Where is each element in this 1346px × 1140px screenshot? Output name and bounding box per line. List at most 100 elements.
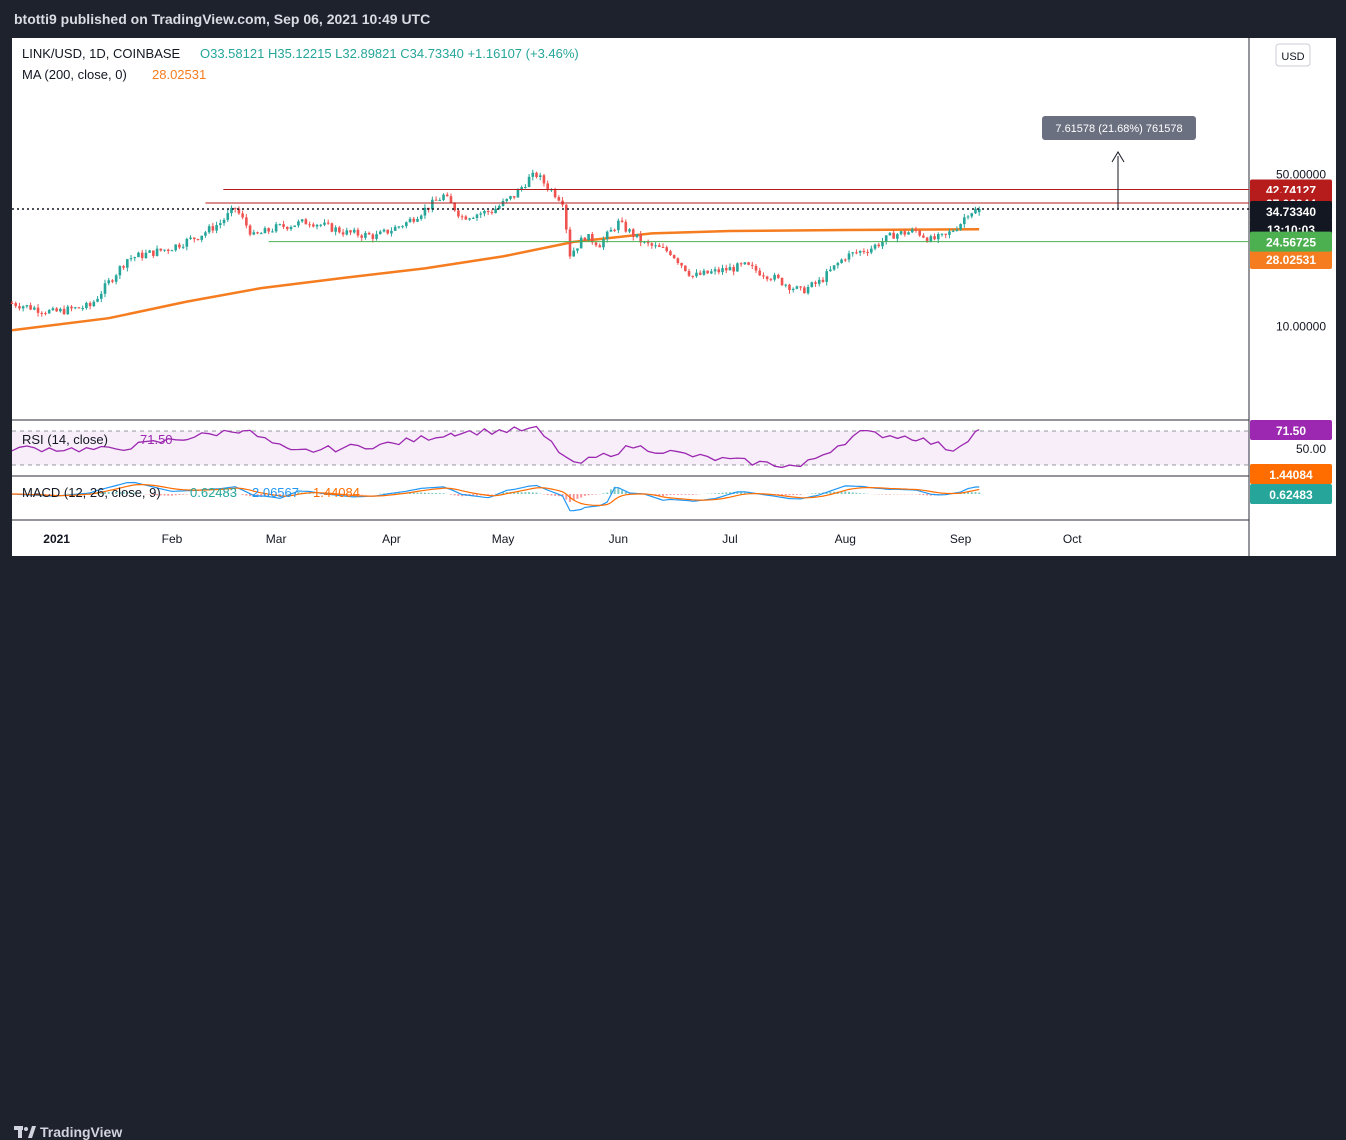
candle-body bbox=[587, 234, 590, 241]
price-tick-label: 50.00000 bbox=[1276, 168, 1326, 182]
candle-body bbox=[133, 257, 137, 259]
candle-body bbox=[174, 244, 177, 251]
candle-body bbox=[862, 250, 866, 253]
candle-body bbox=[386, 229, 390, 234]
candle-body bbox=[579, 237, 583, 249]
candle-body bbox=[312, 224, 315, 227]
candle-body bbox=[103, 283, 107, 294]
badge-level-24-bg bbox=[1250, 231, 1332, 252]
candle-body bbox=[457, 210, 460, 217]
candle-body bbox=[788, 284, 791, 291]
candle-body bbox=[10, 303, 14, 305]
candle-body bbox=[583, 237, 587, 241]
candle-body bbox=[96, 298, 99, 302]
candle-body bbox=[750, 264, 754, 266]
candle-body bbox=[951, 230, 955, 232]
candle-body bbox=[922, 235, 925, 238]
candle-body bbox=[620, 220, 624, 222]
candle-body bbox=[970, 213, 974, 217]
candle-body bbox=[933, 236, 936, 240]
macd-legend-value-3: 1.44084 bbox=[313, 485, 360, 500]
measure-label-box bbox=[1042, 116, 1196, 140]
candle-body bbox=[524, 186, 527, 188]
legend-ohlc: O33.58121 H35.12215 L32.89821 C34.73340 … bbox=[200, 46, 579, 61]
candle-body bbox=[338, 227, 341, 233]
candle-body bbox=[126, 259, 129, 268]
candle-body bbox=[341, 232, 345, 235]
candle-body bbox=[803, 287, 806, 294]
candle-body bbox=[170, 250, 174, 252]
candle-body bbox=[907, 232, 910, 235]
candle-body bbox=[21, 306, 25, 309]
candle-body bbox=[129, 258, 133, 260]
candle-body bbox=[542, 175, 546, 184]
candle-body bbox=[940, 233, 944, 235]
tradingview-logo-icon bbox=[14, 1126, 36, 1138]
x-tick-label: Oct bbox=[1063, 532, 1082, 546]
candle-body bbox=[538, 175, 542, 177]
candle-body bbox=[594, 242, 598, 246]
candle-body bbox=[237, 208, 241, 214]
candle-body bbox=[858, 250, 862, 253]
candle-body bbox=[925, 237, 929, 242]
candle-body bbox=[192, 237, 196, 240]
candle-body bbox=[401, 226, 404, 228]
candle-body bbox=[367, 232, 371, 235]
candle-body bbox=[319, 224, 323, 226]
price-chart[interactable]: 2021FebMarAprMayJunJulAugSepOct50.000004… bbox=[0, 0, 1346, 594]
candle-body bbox=[501, 201, 505, 206]
candle-body bbox=[881, 241, 884, 247]
candle-body bbox=[453, 202, 456, 211]
candle-body bbox=[784, 284, 788, 286]
candle-body bbox=[780, 277, 784, 286]
candle-body bbox=[304, 219, 308, 225]
candle-body bbox=[207, 226, 211, 233]
candle-body bbox=[948, 231, 951, 235]
candle-body bbox=[754, 265, 758, 271]
currency-button[interactable] bbox=[1275, 43, 1311, 67]
badge-level-24: 24.56725 bbox=[1266, 236, 1316, 250]
candle-body bbox=[918, 230, 921, 236]
candle-body bbox=[516, 189, 520, 198]
candle-body bbox=[88, 302, 92, 307]
rsi-legend-value: 71.50 bbox=[140, 432, 173, 447]
candle-body bbox=[851, 252, 855, 254]
candle-body bbox=[219, 223, 222, 226]
candle-body bbox=[646, 241, 650, 244]
tradingview-logo[interactable]: TradingView bbox=[14, 1124, 122, 1140]
candle-body bbox=[423, 207, 427, 216]
footer: TradingView bbox=[0, 556, 1346, 1140]
candle-body bbox=[617, 220, 620, 231]
candle-body bbox=[300, 219, 304, 222]
candle-body bbox=[884, 235, 888, 242]
currency-button-label: USD bbox=[1281, 51, 1304, 63]
x-tick-label: Apr bbox=[382, 532, 401, 546]
candle-body bbox=[62, 308, 66, 315]
candle-body bbox=[178, 244, 181, 248]
candle-body bbox=[557, 197, 561, 201]
candle-body bbox=[77, 307, 81, 309]
candle-body bbox=[825, 271, 828, 282]
candle-body bbox=[378, 231, 382, 235]
candle-body bbox=[36, 307, 40, 313]
candle-body bbox=[650, 243, 654, 246]
rsi-line bbox=[11, 425, 980, 469]
candle-body bbox=[122, 266, 125, 268]
candle-body bbox=[564, 204, 568, 230]
candle-body bbox=[799, 286, 802, 288]
candle-body bbox=[773, 274, 776, 280]
candle-body bbox=[85, 302, 88, 309]
candle-body bbox=[479, 213, 483, 215]
candle-body bbox=[278, 224, 282, 226]
candle-body bbox=[661, 246, 665, 248]
candle-body bbox=[445, 194, 449, 197]
candle-body bbox=[166, 249, 170, 251]
candle-body bbox=[769, 279, 773, 281]
candle-body bbox=[267, 228, 270, 232]
candle-body bbox=[505, 198, 509, 202]
candle-body bbox=[274, 224, 278, 232]
candle-body bbox=[765, 276, 769, 280]
candle-body bbox=[490, 212, 494, 214]
candle-body bbox=[899, 231, 903, 235]
candle-body bbox=[966, 216, 970, 218]
